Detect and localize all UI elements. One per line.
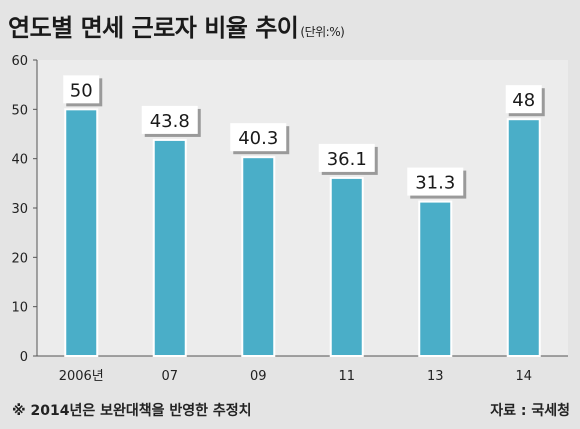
chart-title: 연도별 면세 근로자 비율 추이 (단위:%) [8,8,345,43]
data-label: 43.8 [150,111,190,132]
data-label-box [141,105,198,134]
data-label-box [407,167,464,196]
y-tick-label: 20 [11,251,28,266]
y-tick-label: 10 [11,301,28,316]
data-label-box [318,143,375,172]
x-tick-label: 2006년 [59,369,104,384]
data-label: 40.3 [238,128,278,149]
plot-area [37,60,568,356]
data-label-box [505,85,542,114]
data-label-box [63,75,100,104]
y-tick-label: 40 [11,153,28,168]
bar [64,108,99,358]
x-tick-label: 07 [161,369,178,384]
source-note: 자료 : 국세청 [490,403,570,419]
x-tick-label: 13 [427,369,444,384]
y-tick-label: 50 [11,103,28,118]
footnote: ※ 2014년은 보완대책을 반영한 추정치 [12,403,252,419]
bar [152,138,187,357]
x-tick-label: 14 [515,369,532,384]
data-label: 48 [512,90,535,111]
bar [241,156,276,357]
x-tick-label: 11 [338,369,355,384]
data-label-box [230,123,287,152]
y-tick-label: 0 [20,350,28,365]
data-label: 36.1 [327,149,367,170]
x-tick-label: 09 [250,369,267,384]
bar [329,176,364,357]
data-label: 31.3 [415,173,455,194]
y-tick-label: 30 [11,202,28,217]
y-tick-label: 60 [11,54,28,69]
chart-title-text: 연도별 면세 근로자 비율 추이 [8,14,299,42]
unit-note: (단위:%) [300,25,345,39]
bar [506,118,541,357]
data-label: 50 [70,80,93,101]
bar [418,200,453,357]
